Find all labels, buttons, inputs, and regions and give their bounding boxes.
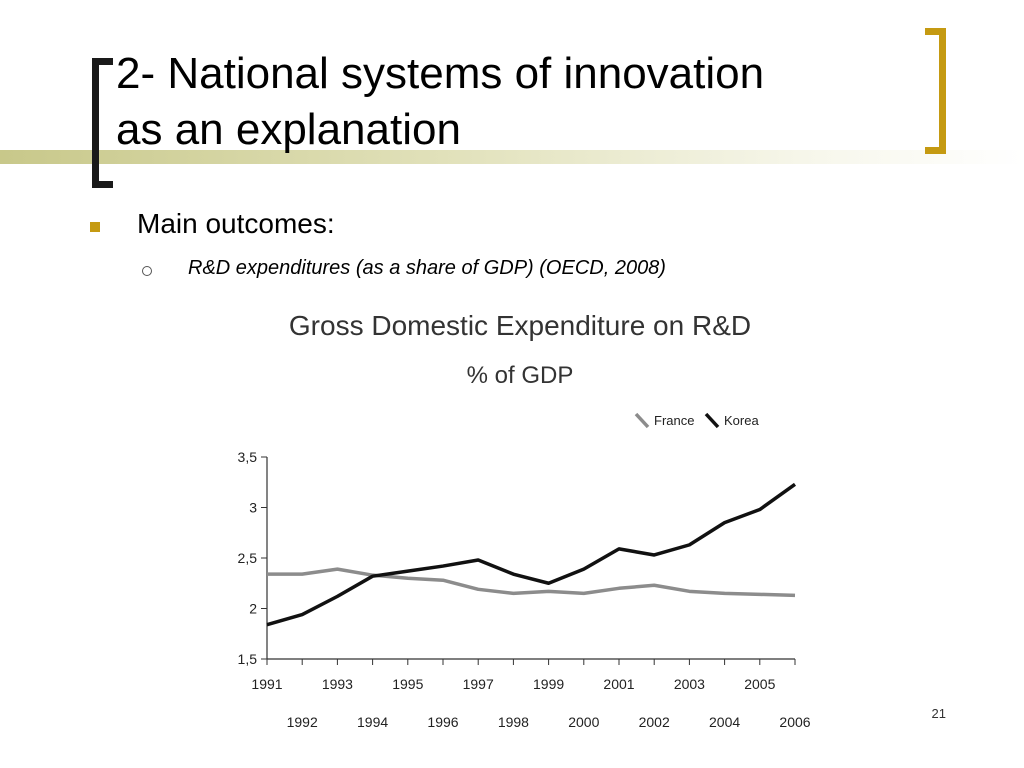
x-tick-label: 2001 [603,676,634,692]
legend-swatch-france [634,412,650,429]
legend-label-korea: Korea [724,413,759,428]
title-underline-band [0,150,1024,164]
bullet-square-icon [90,222,100,232]
x-tick-label: 1993 [322,676,353,692]
x-tick-label: 2004 [709,714,740,730]
sub-bullet-rd-expenditures: R&D expenditures (as a share of GDP) (OE… [188,257,666,279]
legend-label-france: France [654,413,694,428]
x-tick-label: 1995 [392,676,423,692]
y-tick-label: 3,5 [238,449,258,465]
x-tick-label: 2003 [674,676,705,692]
chart-title: Gross Domestic Expenditure on R&D [288,310,752,341]
x-tick-label: 2002 [639,714,670,730]
y-tick-label: 2,5 [238,550,258,566]
bullet-main-outcomes: Main outcomes: [137,208,335,239]
right-bracket-decoration [925,28,946,154]
chart-subtitle: % of GDP [466,362,574,389]
y-tick-label: 2 [249,601,257,617]
x-tick-label: 1999 [533,676,564,692]
x-tick-label: 1994 [357,714,388,730]
x-tick-label: 1996 [427,714,458,730]
x-tick-label: 2000 [568,714,599,730]
sub-bullet-circle-icon [142,266,152,276]
legend-swatch-korea [704,412,720,429]
x-tick-label: 1992 [287,714,318,730]
page-number: 21 [931,706,946,721]
x-tick-label: 1998 [498,714,529,730]
slide-title-line-2: as an explanation [116,105,461,154]
y-tick-label: 1,5 [238,651,258,667]
x-tick-label: 2005 [744,676,775,692]
slide-title-line-1: 2- National systems of innovation [116,49,765,98]
left-bracket-decoration [92,58,113,188]
x-tick-label: 2006 [779,714,810,730]
series-line-korea [266,482,797,627]
y-tick-label: 3 [249,500,257,516]
x-tick-label: 1997 [463,676,494,692]
slide-title: 2- National systems of innovation as an … [116,46,916,158]
x-tick-label: 1991 [251,676,282,692]
series-line-france [267,567,796,598]
